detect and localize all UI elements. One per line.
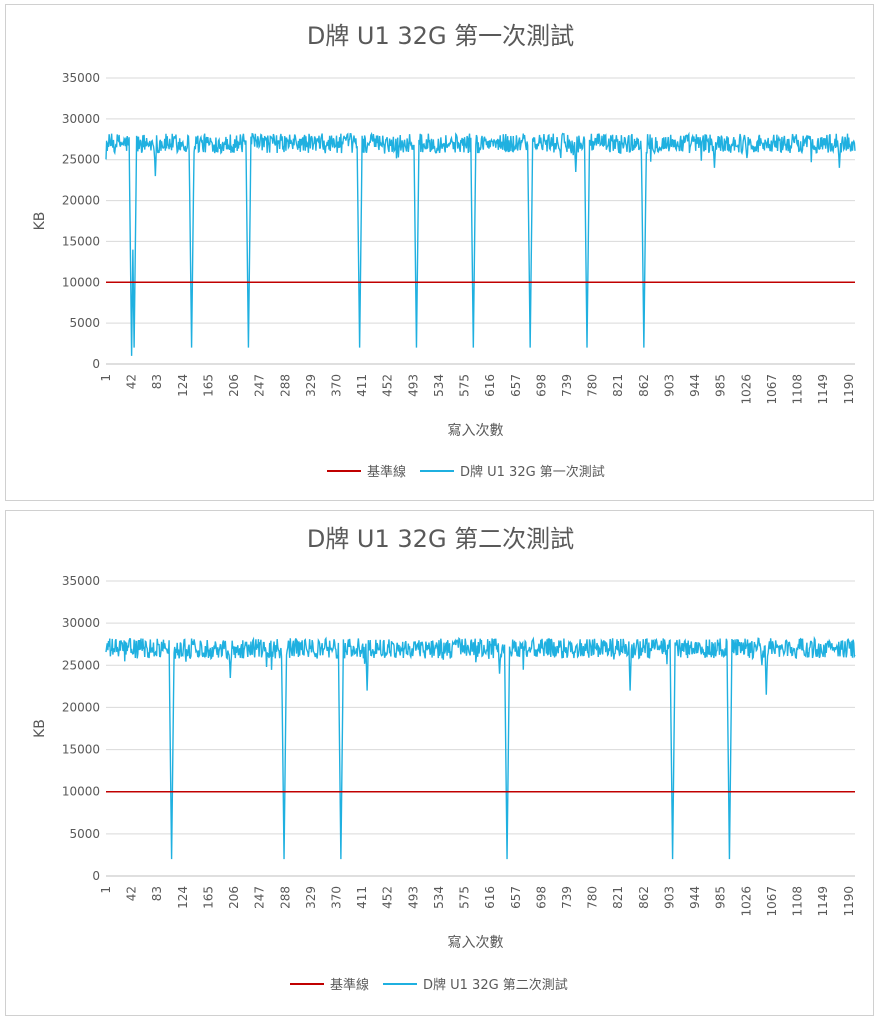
x-tick-label: 534 — [432, 374, 446, 397]
chart-panel-second-test: D牌 U1 32G 第二次測試 0 5000 10000 15000 20000 25000… — [5, 510, 874, 1016]
legend-entry: 基準線 — [330, 977, 369, 993]
y-tick-label: 15000 — [62, 234, 100, 248]
x-tick-label: 616 — [483, 886, 497, 909]
chart-second-test: D牌 U1 32G 第二次測試 0 5000 10000 15000 20000 25000… — [32, 525, 856, 993]
y-tick-label: 25000 — [62, 658, 100, 672]
x-tick-label: 780 — [586, 886, 600, 909]
x-tick-label: 1149 — [816, 374, 830, 405]
chart-panel-first-test: D牌 U1 32G 第一次測試 0 5000 10000 15000 20000 25000… — [5, 4, 874, 501]
legend-entry: D牌 U1 32G 第一次測試 — [460, 464, 605, 480]
y-tick-label: 5000 — [69, 316, 100, 330]
x-tick-label: 124 — [176, 374, 190, 397]
x-tick-label: 903 — [662, 886, 676, 909]
x-tick-label: 821 — [611, 886, 625, 909]
x-tick-label: 985 — [714, 374, 728, 397]
y-tick-label: 25000 — [62, 153, 100, 167]
x-tick-label: 1067 — [765, 886, 779, 917]
x-tick-label: 247 — [253, 374, 267, 397]
x-tick-label: 1190 — [842, 886, 856, 917]
x-tick-label: 1108 — [791, 886, 805, 917]
x-axis-title: 寫入次數 — [448, 934, 504, 951]
y-tick-label: 10000 — [62, 785, 100, 799]
x-tick-label: 1026 — [739, 886, 753, 917]
x-tick-label: 206 — [227, 886, 241, 909]
x-tick-label: 1026 — [739, 374, 753, 405]
x-tick-label: 329 — [304, 886, 318, 909]
x-tick-label: 862 — [637, 886, 651, 909]
y-axis-title: KB — [32, 212, 48, 231]
y-tick-label: 5000 — [69, 827, 100, 841]
y-tick-label: 20000 — [62, 194, 100, 208]
x-tick-label: 370 — [330, 374, 344, 397]
y-tick-label: 10000 — [62, 275, 100, 289]
x-tick-label: 124 — [176, 886, 190, 909]
series-line-throughput — [105, 635, 856, 860]
y-axis-title: KB — [32, 719, 48, 738]
x-tick-label: 616 — [483, 374, 497, 397]
x-tick-label: 903 — [662, 374, 676, 397]
x-tick-label: 288 — [278, 374, 292, 397]
x-tick-label: 452 — [381, 374, 395, 397]
legend-entry: 基準線 — [367, 464, 406, 480]
x-tick-label: 698 — [534, 374, 548, 397]
y-tick-label: 15000 — [62, 743, 100, 757]
chart-title: D牌 U1 32G 第二次測試 — [307, 525, 574, 553]
x-tick-label: 1 — [99, 886, 113, 894]
x-tick-label: 657 — [509, 886, 523, 909]
x-tick-label: 493 — [406, 374, 420, 397]
x-tick-label: 575 — [458, 374, 472, 397]
x-tick-label: 247 — [253, 886, 267, 909]
x-tick-label: 165 — [201, 374, 215, 397]
x-tick-label: 370 — [330, 886, 344, 909]
x-tick-label: 1149 — [816, 886, 830, 917]
x-tick-label: 452 — [381, 886, 395, 909]
x-tick-label: 862 — [637, 374, 651, 397]
x-tick-label: 739 — [560, 374, 574, 397]
x-tick-label: 1190 — [842, 374, 856, 405]
x-tick-label: 985 — [714, 886, 728, 909]
y-tick-label: 35000 — [62, 71, 100, 85]
x-tick-label: 493 — [406, 886, 420, 909]
x-tick-label: 1067 — [765, 374, 779, 405]
y-tick-label: 30000 — [62, 112, 100, 126]
y-tick-label: 35000 — [62, 574, 100, 588]
x-axis-title: 寫入次數 — [448, 422, 504, 439]
x-tick-label: 42 — [125, 886, 139, 901]
x-tick-label: 411 — [355, 374, 369, 397]
x-tick-label: 534 — [432, 886, 446, 909]
y-tick-label: 20000 — [62, 700, 100, 714]
x-tick-label: 1 — [99, 374, 113, 382]
x-tick-label: 821 — [611, 374, 625, 397]
x-tick-label: 83 — [150, 374, 164, 389]
y-tick-label: 30000 — [62, 616, 100, 630]
y-tick-label: 0 — [92, 357, 100, 371]
x-tick-label: 165 — [201, 886, 215, 909]
chart-first-test: D牌 U1 32G 第一次測試 0 5000 10000 15000 20000 25000… — [32, 22, 856, 480]
x-tick-label: 42 — [125, 374, 139, 389]
series-line-throughput — [105, 131, 856, 356]
x-tick-label: 288 — [278, 886, 292, 909]
x-tick-label: 657 — [509, 374, 523, 397]
x-tick-label: 411 — [355, 886, 369, 909]
x-tick-label: 944 — [688, 374, 702, 397]
x-tick-label: 1108 — [791, 374, 805, 405]
x-tick-label: 780 — [586, 374, 600, 397]
x-tick-label: 698 — [534, 886, 548, 909]
x-tick-label: 944 — [688, 886, 702, 909]
legend-entry: D牌 U1 32G 第二次測試 — [423, 977, 568, 993]
chart-title: D牌 U1 32G 第一次測試 — [307, 22, 574, 50]
x-tick-label: 575 — [458, 886, 472, 909]
x-tick-label: 329 — [304, 374, 318, 397]
x-tick-label: 739 — [560, 886, 574, 909]
x-tick-label: 83 — [150, 886, 164, 901]
x-tick-label: 206 — [227, 374, 241, 397]
y-tick-label: 0 — [92, 869, 100, 883]
